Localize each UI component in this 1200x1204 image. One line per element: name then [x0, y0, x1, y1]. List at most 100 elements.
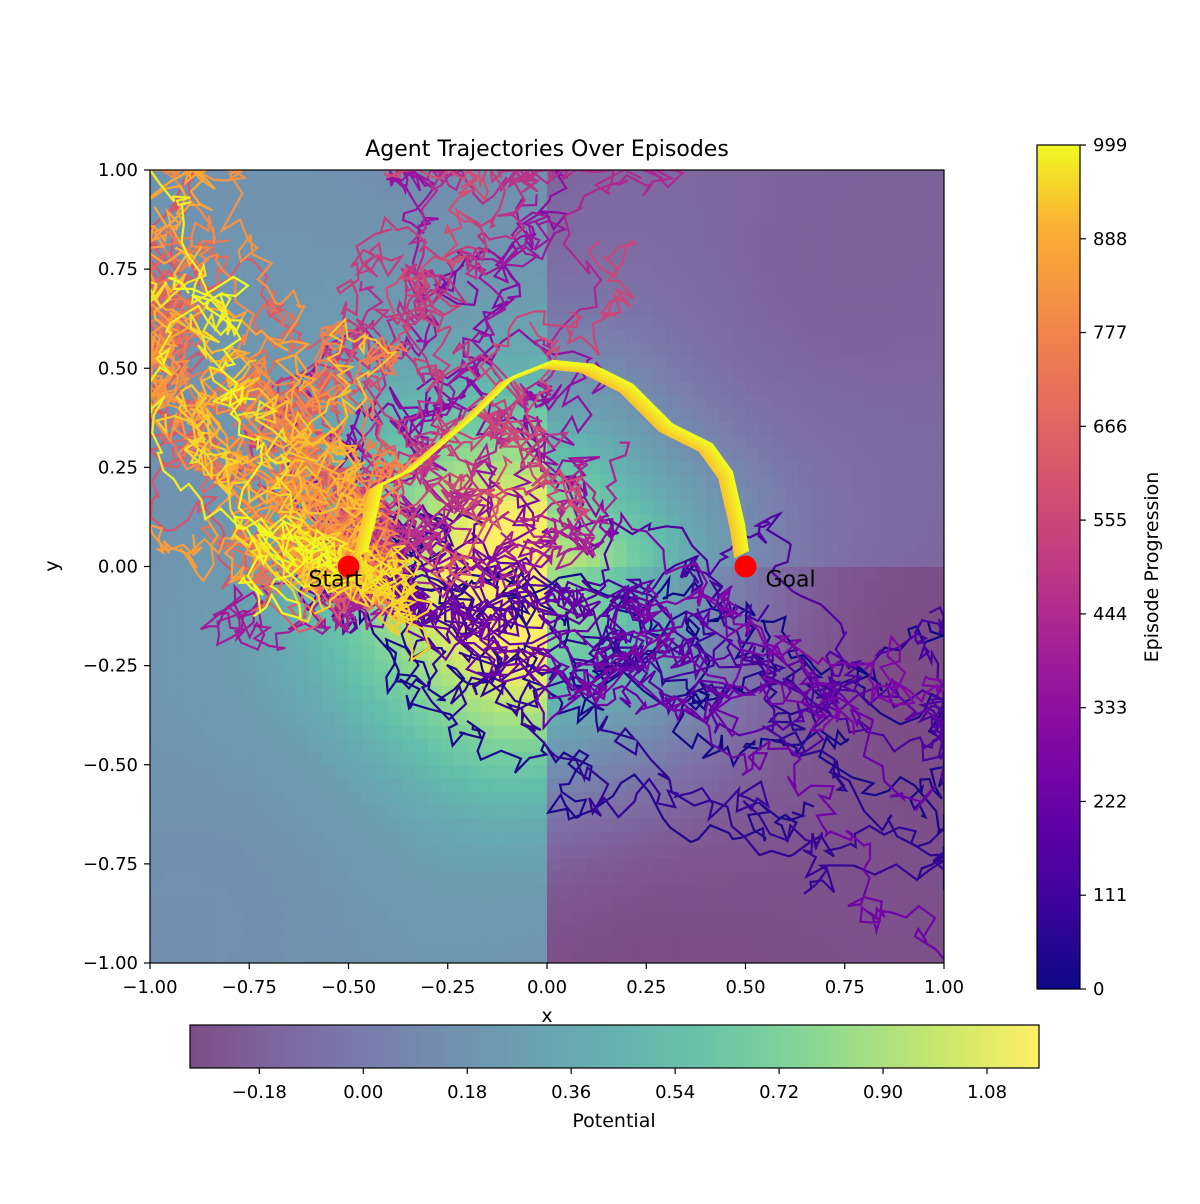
contour-cell	[361, 659, 376, 673]
contour-cell	[176, 910, 191, 924]
trajectory-episode	[150, 262, 403, 595]
contour-cell	[811, 500, 826, 515]
contour-cell	[216, 751, 230, 766]
contour-cell	[308, 777, 323, 792]
contour-cell	[785, 949, 800, 963]
contour-cell	[547, 844, 561, 858]
contour-cell	[282, 196, 297, 211]
contour-cell	[851, 355, 866, 369]
contour-cell	[745, 896, 760, 911]
contour-cell	[295, 170, 310, 184]
contour-cell	[639, 302, 654, 316]
contour-cell	[692, 407, 707, 422]
contour-cell	[322, 751, 336, 766]
contour-cell	[255, 685, 270, 700]
contour-cell	[361, 196, 376, 211]
contour-cell	[864, 236, 879, 250]
contour-cell	[308, 236, 323, 250]
contour-cell	[322, 949, 336, 963]
contour-cell	[917, 500, 932, 515]
contour-cell	[388, 910, 403, 924]
contour-cell	[388, 288, 403, 303]
contour-cell	[494, 936, 508, 951]
contour-cell	[930, 183, 944, 198]
contour-cell	[692, 751, 707, 766]
contour-cell	[771, 857, 786, 872]
contour-cell	[891, 883, 905, 898]
contour-cell	[745, 500, 760, 515]
contour-cell	[427, 923, 442, 938]
contour-cell	[811, 434, 826, 449]
contour-cell	[322, 923, 336, 938]
contour-cell	[216, 685, 230, 700]
contour-cell	[494, 460, 508, 475]
contour-cell	[732, 381, 747, 396]
contour-cell	[547, 791, 561, 805]
contour-cell	[719, 566, 733, 581]
contour-cell	[719, 777, 733, 792]
contour-cell	[374, 896, 389, 911]
contour-cell	[626, 487, 641, 502]
contour-cell	[785, 236, 800, 250]
contour-cell	[732, 288, 747, 303]
contour-cell	[732, 262, 747, 277]
contour-cell	[745, 883, 760, 898]
contour-cell	[163, 883, 178, 898]
contour-cell	[322, 791, 336, 805]
contour-cell	[150, 791, 164, 805]
contour-cell	[652, 923, 667, 938]
contour-cell	[652, 487, 667, 502]
contour-cell	[295, 315, 310, 330]
contour-cell	[163, 487, 178, 502]
contour-cell	[480, 923, 495, 938]
contour-cell	[626, 540, 641, 554]
contour-cell	[348, 936, 363, 951]
contour-cell	[851, 738, 866, 753]
contour-cell	[785, 381, 800, 396]
contour-cell	[388, 923, 403, 938]
contour-cell	[295, 698, 310, 713]
contour-cell	[838, 407, 852, 422]
contour-cell	[414, 487, 429, 502]
contour-cell	[864, 368, 879, 383]
contour-cell	[163, 751, 178, 766]
contour-cell	[811, 579, 826, 594]
contour-cell	[917, 381, 932, 396]
contour-cell	[242, 288, 257, 303]
contour-cell	[427, 910, 442, 924]
contour-cell	[467, 777, 482, 792]
contour-cell	[494, 328, 508, 343]
contour-cell	[930, 288, 944, 303]
contour-cell	[189, 473, 204, 488]
contour-cell	[560, 936, 575, 951]
contour-cell	[599, 288, 614, 303]
contour-cell	[507, 791, 522, 805]
contour-cell	[864, 315, 879, 330]
contour-cell	[586, 170, 601, 184]
contour-cell	[533, 923, 548, 938]
contour-cell	[613, 315, 627, 330]
contour-cell	[771, 870, 786, 885]
contour-cell	[904, 910, 919, 924]
contour-cell	[163, 738, 178, 753]
contour-cell	[388, 711, 403, 726]
contour-cell	[930, 487, 944, 502]
contour-cell	[652, 434, 667, 449]
contour-cell	[877, 236, 892, 250]
contour-cell	[930, 566, 944, 581]
contour-cell	[348, 751, 363, 766]
contour-cell	[811, 645, 826, 660]
contour-cell	[255, 315, 270, 330]
contour-cell	[322, 844, 336, 858]
contour-cell	[467, 844, 482, 858]
contour-cell	[427, 500, 442, 515]
contour-cell	[163, 685, 178, 700]
contour-cell	[322, 817, 336, 832]
contour-cell	[269, 844, 283, 858]
contour-cell	[454, 236, 469, 250]
contour-cell	[599, 844, 614, 858]
contour-cell	[824, 473, 839, 488]
contour-cell	[189, 381, 204, 396]
contour-cell	[891, 460, 905, 475]
contour-cell	[811, 328, 826, 343]
